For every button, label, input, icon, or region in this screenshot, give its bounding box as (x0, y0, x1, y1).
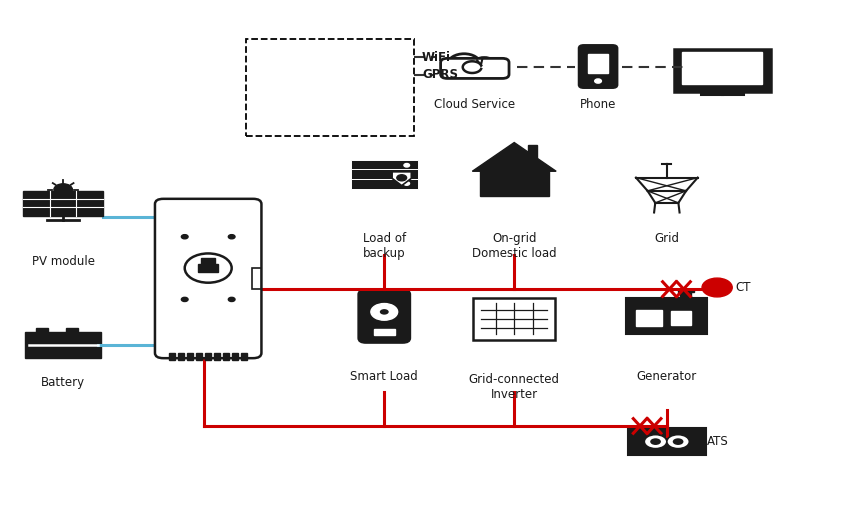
FancyBboxPatch shape (359, 290, 410, 343)
Polygon shape (392, 172, 411, 186)
Circle shape (702, 278, 733, 297)
FancyBboxPatch shape (214, 353, 220, 360)
Text: Load of
backup: Load of backup (363, 232, 406, 260)
FancyBboxPatch shape (682, 52, 762, 84)
FancyBboxPatch shape (197, 353, 202, 360)
FancyBboxPatch shape (232, 353, 238, 360)
Circle shape (595, 79, 602, 83)
Text: WiFi: WiFi (422, 51, 451, 63)
FancyBboxPatch shape (202, 258, 215, 264)
Circle shape (404, 182, 409, 185)
FancyBboxPatch shape (674, 49, 771, 92)
Circle shape (229, 234, 235, 239)
Text: Smart Load: Smart Load (350, 370, 418, 383)
FancyBboxPatch shape (351, 160, 418, 170)
Text: Grid: Grid (654, 232, 679, 244)
FancyBboxPatch shape (155, 199, 262, 358)
Circle shape (397, 175, 407, 181)
Text: PV module: PV module (31, 254, 95, 268)
FancyBboxPatch shape (224, 353, 229, 360)
Circle shape (448, 54, 480, 74)
Circle shape (380, 309, 389, 315)
Circle shape (673, 438, 684, 445)
FancyBboxPatch shape (579, 45, 617, 88)
Text: Phone: Phone (580, 98, 616, 111)
FancyBboxPatch shape (170, 353, 176, 360)
FancyBboxPatch shape (25, 332, 101, 358)
FancyBboxPatch shape (198, 264, 219, 272)
FancyBboxPatch shape (588, 54, 608, 73)
FancyBboxPatch shape (680, 290, 691, 300)
FancyBboxPatch shape (241, 353, 247, 360)
Circle shape (181, 297, 188, 301)
Circle shape (371, 304, 398, 320)
Text: Grid-connected
Inverter: Grid-connected Inverter (468, 373, 560, 401)
FancyBboxPatch shape (473, 298, 555, 340)
Circle shape (644, 435, 667, 449)
Text: Battery: Battery (41, 376, 85, 389)
FancyBboxPatch shape (205, 353, 211, 360)
FancyBboxPatch shape (187, 353, 193, 360)
FancyBboxPatch shape (528, 145, 537, 159)
FancyBboxPatch shape (626, 298, 707, 334)
FancyBboxPatch shape (670, 311, 691, 325)
Circle shape (229, 297, 235, 301)
FancyBboxPatch shape (636, 310, 662, 326)
Circle shape (404, 164, 409, 167)
FancyBboxPatch shape (351, 178, 418, 188)
FancyBboxPatch shape (374, 329, 394, 335)
Circle shape (404, 173, 409, 176)
Bar (246, 40, 414, 136)
Text: On-grid
Domestic load: On-grid Domestic load (472, 232, 556, 260)
FancyBboxPatch shape (67, 328, 78, 332)
Circle shape (54, 184, 73, 195)
FancyBboxPatch shape (678, 290, 694, 292)
FancyBboxPatch shape (252, 268, 262, 289)
FancyBboxPatch shape (178, 353, 184, 360)
FancyBboxPatch shape (24, 191, 103, 215)
Polygon shape (473, 143, 556, 171)
Circle shape (650, 438, 661, 445)
Text: CT: CT (736, 281, 751, 294)
Circle shape (472, 58, 496, 72)
FancyBboxPatch shape (351, 169, 418, 180)
FancyBboxPatch shape (479, 171, 549, 196)
Text: GPRS: GPRS (422, 68, 458, 81)
Text: Cloud Service: Cloud Service (435, 98, 516, 111)
FancyBboxPatch shape (441, 59, 509, 79)
FancyBboxPatch shape (628, 428, 706, 455)
FancyBboxPatch shape (36, 328, 48, 332)
Circle shape (667, 435, 690, 449)
Text: ATS: ATS (707, 435, 729, 448)
Text: Generator: Generator (636, 370, 697, 383)
Circle shape (181, 234, 188, 239)
